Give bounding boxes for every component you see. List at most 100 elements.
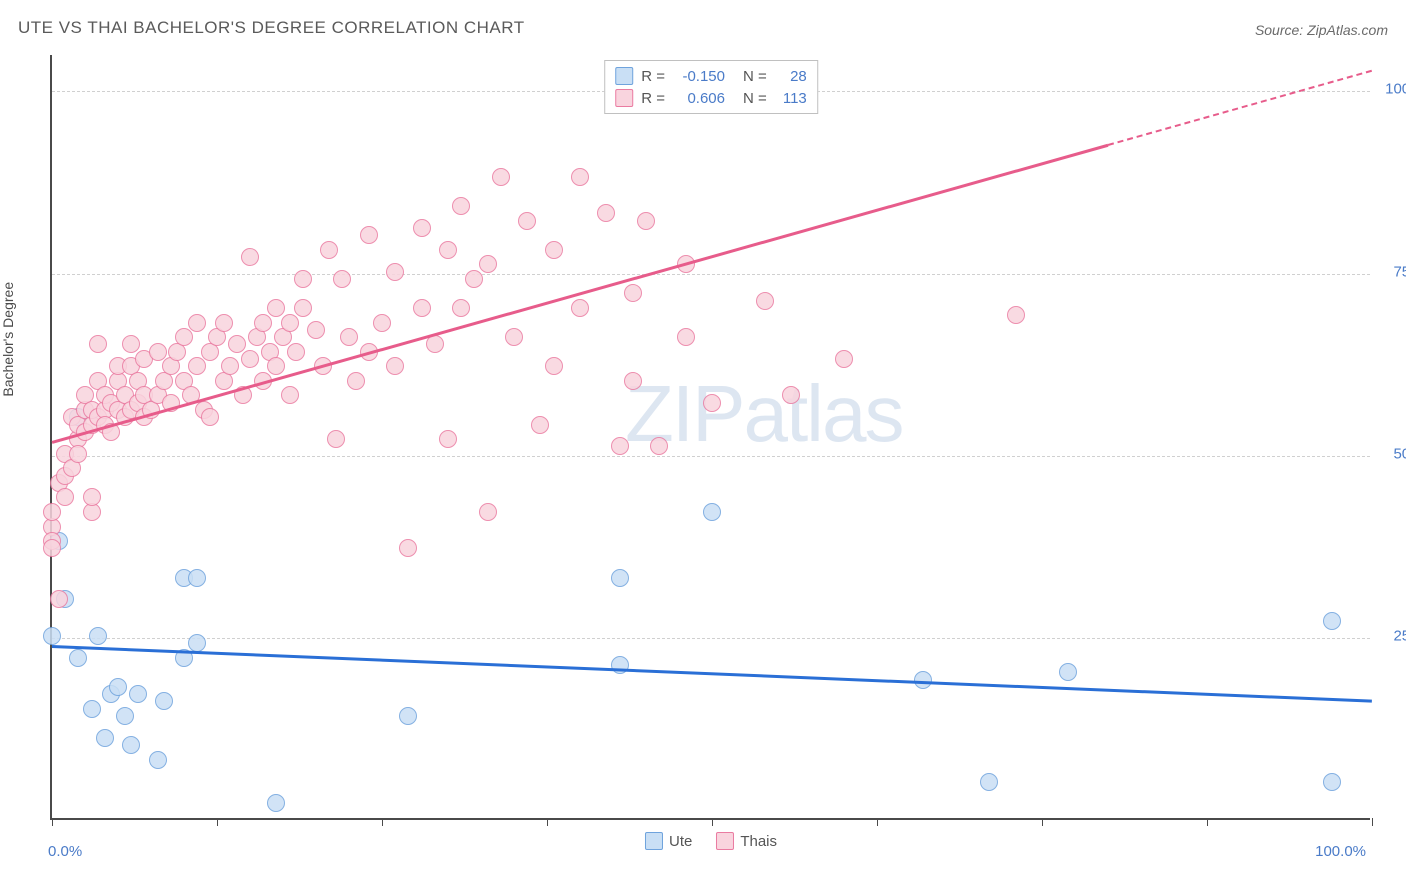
- scatter-point-thais: [347, 372, 365, 390]
- scatter-point-thais: [327, 430, 345, 448]
- scatter-point-thais: [43, 539, 61, 557]
- scatter-point-thais: [624, 284, 642, 302]
- y-tick-label: 25.0%: [1393, 627, 1406, 644]
- x-tick: [712, 818, 713, 826]
- legend-r-label: R =: [641, 90, 665, 107]
- scatter-point-thais: [531, 416, 549, 434]
- x-tick: [1372, 818, 1373, 826]
- scatter-point-thais: [479, 255, 497, 273]
- scatter-point-thais: [241, 248, 259, 266]
- scatter-point-thais: [677, 328, 695, 346]
- scatter-point-thais: [340, 328, 358, 346]
- x-tick: [382, 818, 383, 826]
- scatter-point-thais: [465, 270, 483, 288]
- scatter-point-thais: [215, 314, 233, 332]
- scatter-point-thais: [267, 299, 285, 317]
- scatter-point-thais: [228, 335, 246, 353]
- scatter-point-ute: [703, 503, 721, 521]
- legend-label: Ute: [669, 833, 692, 850]
- gridline: [52, 456, 1370, 457]
- legend-n-value-ute: 28: [775, 68, 807, 85]
- scatter-point-thais: [149, 343, 167, 361]
- scatter-point-thais: [221, 357, 239, 375]
- scatter-point-thais: [50, 590, 68, 608]
- watermark-thin: atlas: [743, 369, 902, 458]
- scatter-point-thais: [611, 437, 629, 455]
- scatter-point-ute: [122, 736, 140, 754]
- scatter-point-ute: [980, 773, 998, 791]
- y-tick-label: 50.0%: [1393, 445, 1406, 462]
- scatter-point-thais: [571, 299, 589, 317]
- gridline: [52, 638, 1370, 639]
- scatter-point-ute: [43, 627, 61, 645]
- x-tick-label: 100.0%: [1315, 843, 1366, 860]
- scatter-point-thais: [492, 168, 510, 186]
- scatter-point-thais: [56, 488, 74, 506]
- scatter-point-thais: [83, 488, 101, 506]
- scatter-point-thais: [241, 350, 259, 368]
- legend-item-ute: Ute: [645, 832, 692, 850]
- scatter-point-ute: [1323, 612, 1341, 630]
- legend-n-value-thais: 113: [775, 90, 807, 107]
- scatter-point-thais: [281, 314, 299, 332]
- scatter-point-thais: [43, 503, 61, 521]
- legend-n-label: N =: [743, 68, 767, 85]
- scatter-point-thais: [756, 292, 774, 310]
- watermark-bold: ZIP: [625, 369, 743, 458]
- scatter-point-thais: [703, 394, 721, 412]
- scatter-point-thais: [254, 314, 272, 332]
- legend-item-thais: Thais: [716, 832, 777, 850]
- scatter-point-thais: [267, 357, 285, 375]
- scatter-point-thais: [479, 503, 497, 521]
- legend-swatch-ute: [615, 67, 633, 85]
- scatter-point-thais: [518, 212, 536, 230]
- scatter-point-ute: [129, 685, 147, 703]
- scatter-point-ute: [116, 707, 134, 725]
- scatter-point-ute: [149, 751, 167, 769]
- scatter-point-thais: [69, 445, 87, 463]
- x-tick: [52, 818, 53, 826]
- scatter-point-thais: [452, 197, 470, 215]
- x-tick: [1207, 818, 1208, 826]
- legend-swatch-thais: [615, 89, 633, 107]
- scatter-point-ute: [155, 692, 173, 710]
- scatter-point-ute: [69, 649, 87, 667]
- scatter-point-thais: [175, 328, 193, 346]
- scatter-point-thais: [624, 372, 642, 390]
- legend-stats-row: R = -0.150 N = 28: [615, 65, 807, 87]
- scatter-point-ute: [611, 569, 629, 587]
- x-tick-label: 0.0%: [48, 843, 82, 860]
- scatter-point-thais: [188, 357, 206, 375]
- scatter-point-thais: [373, 314, 391, 332]
- scatter-point-thais: [307, 321, 325, 339]
- scatter-point-thais: [439, 430, 457, 448]
- scatter-point-ute: [188, 634, 206, 652]
- scatter-point-thais: [637, 212, 655, 230]
- scatter-point-ute: [89, 627, 107, 645]
- scatter-point-thais: [320, 241, 338, 259]
- trendline-ute: [52, 645, 1372, 702]
- scatter-point-ute: [914, 671, 932, 689]
- scatter-point-ute: [1059, 663, 1077, 681]
- x-tick: [217, 818, 218, 826]
- scatter-point-thais: [188, 314, 206, 332]
- scatter-point-ute: [267, 794, 285, 812]
- legend-series: Ute Thais: [645, 832, 777, 850]
- scatter-point-ute: [96, 729, 114, 747]
- legend-swatch: [645, 832, 663, 850]
- scatter-point-thais: [386, 263, 404, 281]
- scatter-point-thais: [452, 299, 470, 317]
- scatter-point-ute: [109, 678, 127, 696]
- source-attribution: Source: ZipAtlas.com: [1255, 22, 1388, 38]
- trendline-thais: [52, 144, 1109, 444]
- scatter-point-thais: [287, 343, 305, 361]
- x-tick: [1042, 818, 1043, 826]
- trendline-thais: [1108, 70, 1373, 146]
- scatter-point-thais: [545, 241, 563, 259]
- legend-label: Thais: [740, 833, 777, 850]
- scatter-point-thais: [201, 408, 219, 426]
- scatter-point-thais: [571, 168, 589, 186]
- legend-r-value-ute: -0.150: [673, 68, 725, 85]
- y-tick-label: 100.0%: [1385, 81, 1406, 98]
- legend-stats-row: R = 0.606 N = 113: [615, 87, 807, 109]
